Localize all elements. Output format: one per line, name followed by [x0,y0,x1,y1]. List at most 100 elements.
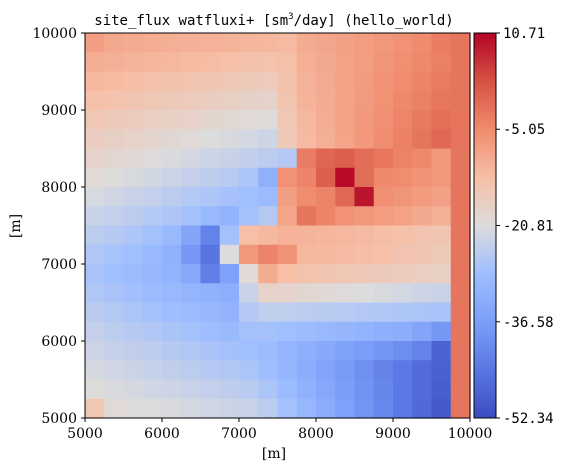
heatmap-cell [162,206,182,226]
heatmap-cell [143,72,163,92]
heatmap-cell [393,322,413,342]
heatmap-cell [124,322,144,342]
heatmap-cell [124,91,144,111]
heatmap-cell [451,110,471,130]
heatmap-cell [181,264,201,284]
heatmap-cell [239,322,259,342]
heatmap-cell [278,187,298,207]
heatmap-cell [374,380,394,400]
heatmap-cell [297,399,317,419]
colorbar-tick-label: 10.71 [503,26,545,42]
heatmap-cell [124,110,144,130]
heatmap-cell [201,187,221,207]
heatmap-cell [451,341,471,361]
heatmap-cell [355,283,375,303]
heatmap-cell [451,380,471,400]
heatmap-cell [201,399,221,419]
heatmap-cell [220,380,240,400]
heatmap-cell [181,52,201,72]
heatmap-cell [432,206,452,226]
heatmap-cell [355,91,375,111]
heatmap-cell [335,33,355,53]
heatmap-cell [374,52,394,72]
heatmap-cell [335,380,355,400]
heatmap-cell [278,399,298,419]
heatmap-cell [143,129,163,149]
heatmap-cell [432,303,452,323]
heatmap-cell [124,52,144,72]
heatmap-cell [162,149,182,169]
y-axis-ticks: 5000600070008000900010000 [32,26,85,427]
heatmap-cell [412,129,432,149]
heatmap-cell [393,264,413,284]
heatmap-cell [374,33,394,53]
heatmap-cell [316,303,336,323]
heatmap-cell [335,399,355,419]
heatmap-cell [201,168,221,188]
heatmap-cell [258,283,278,303]
heatmap-cell [143,110,163,130]
y-tick-label: 10000 [32,26,77,42]
heatmap-cell [355,322,375,342]
heatmap-cell [355,245,375,265]
heatmap-cell [412,341,432,361]
heatmap-cell [355,129,375,149]
x-axis-label: [m] [262,446,286,462]
heatmap-cell [124,245,144,265]
heatmap-cell [374,245,394,265]
heatmap-cell [143,226,163,246]
colorbar-tick-label: -5.05 [503,122,545,138]
heatmap-cell [316,129,336,149]
heatmap-cell [335,264,355,284]
colorbar-tick-label: -36.58 [503,315,554,331]
heatmap-cell [316,264,336,284]
heatmap-cell [181,129,201,149]
heatmap-cell [104,322,124,342]
heatmap-cell [451,399,471,419]
heatmap-cell [85,283,105,303]
heatmap-cell [393,52,413,72]
heatmap-cell [201,322,221,342]
heatmap-cell [278,168,298,188]
heatmap-cell [143,52,163,72]
heatmap-cell [239,52,259,72]
heatmap-cell [278,91,298,111]
heatmap-cell [181,399,201,419]
heatmap-cell [162,226,182,246]
heatmap-cell [181,91,201,111]
heatmap-cell [162,245,182,265]
heatmap-cell [162,72,182,92]
heatmap-cell [297,187,317,207]
heatmap-cell [451,129,471,149]
heatmap-cell [181,245,201,265]
heatmap-cell [258,187,278,207]
heatmap-cell [162,110,182,130]
heatmap-cell [297,52,317,72]
heatmap-cell [162,283,182,303]
heatmap-cell [393,399,413,419]
heatmap-cell [162,33,182,53]
heatmap-cell [104,187,124,207]
heatmap-cell [393,129,413,149]
heatmap-cell [143,206,163,226]
heatmap-cell [278,33,298,53]
heatmap-cell [278,206,298,226]
heatmap-cell [335,72,355,92]
heatmap-cell [220,264,240,284]
heatmap-cell [239,380,259,400]
heatmap-cell [239,33,259,53]
heatmap-cell [239,168,259,188]
heatmap-cell [201,264,221,284]
heatmap-cell [451,149,471,169]
heatmap-cell [412,264,432,284]
heatmap-cell [374,264,394,284]
heatmap-cell [393,33,413,53]
heatmap-cell [143,149,163,169]
heatmap-cell [201,91,221,111]
heatmap-cell [258,341,278,361]
x-tick-label: 7000 [221,426,257,442]
heatmap-cell [412,283,432,303]
heatmap-cell [104,399,124,419]
heatmap-cell [432,129,452,149]
heatmap-cell [162,129,182,149]
